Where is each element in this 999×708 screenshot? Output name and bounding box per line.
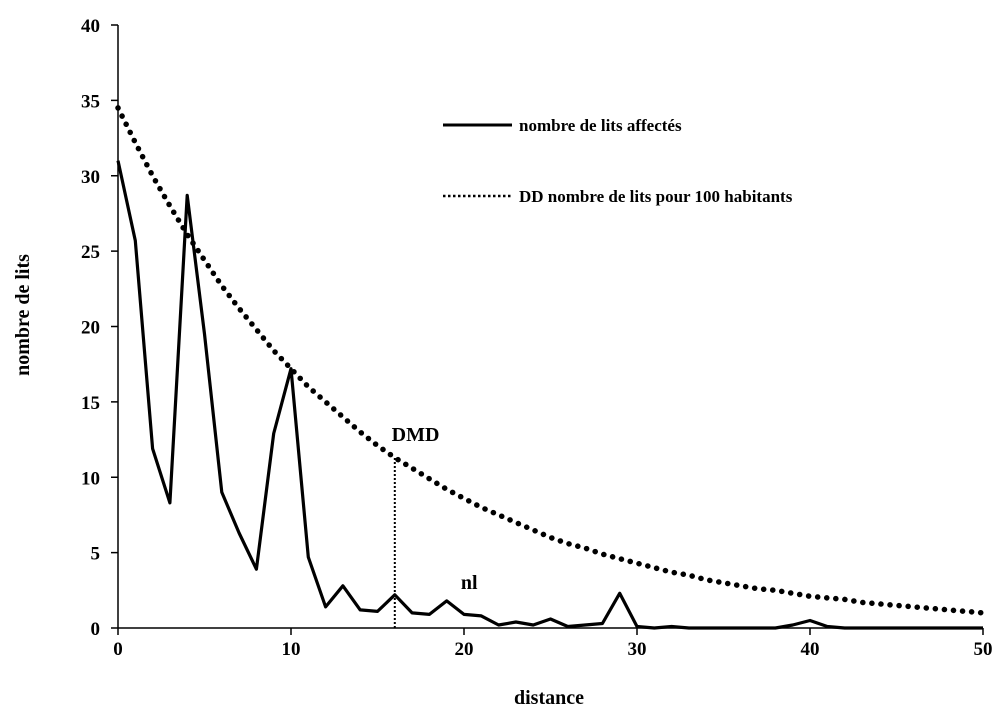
x-tick-label: 20 — [455, 639, 474, 660]
y-tick-label: 25 — [81, 242, 100, 263]
legend: nombre de lits affectés DD nombre de lit… — [443, 116, 793, 206]
series-layer — [115, 105, 986, 630]
x-tick-label: 50 — [974, 639, 993, 660]
x-tick-label: 0 — [113, 639, 123, 660]
y-tick-label: 10 — [81, 468, 100, 489]
x-tick-label: 10 — [282, 639, 301, 660]
y-tick-label: 0 — [91, 619, 101, 640]
y-tick-label: 15 — [81, 393, 100, 414]
y-axis-title: nombre de lits — [12, 254, 34, 376]
annotation-dmd: DMD — [392, 424, 440, 446]
y-axis-ticks: 0 5 10 15 20 25 30 35 40 — [81, 16, 118, 640]
x-axis-title: distance — [514, 687, 584, 708]
series-line-1 — [116, 160, 983, 630]
series-line-2 — [115, 105, 986, 616]
x-tick-label: 40 — [801, 639, 820, 660]
legend-label-series-2: DD nombre de lits pour 100 habitants — [519, 187, 793, 206]
y-tick-label: 35 — [81, 91, 100, 112]
legend-label-series-1: nombre de lits affectés — [519, 116, 682, 135]
y-tick-label: 30 — [81, 167, 100, 188]
y-tick-label: 5 — [91, 544, 101, 565]
x-tick-label: 30 — [628, 639, 647, 660]
y-tick-label: 40 — [81, 16, 100, 37]
annotation-nl: nl — [461, 572, 478, 594]
y-tick-label: 20 — [81, 318, 100, 339]
x-axis-ticks: 0 10 20 30 40 50 — [113, 628, 993, 660]
annotations-layer: DMD nl — [392, 424, 478, 594]
